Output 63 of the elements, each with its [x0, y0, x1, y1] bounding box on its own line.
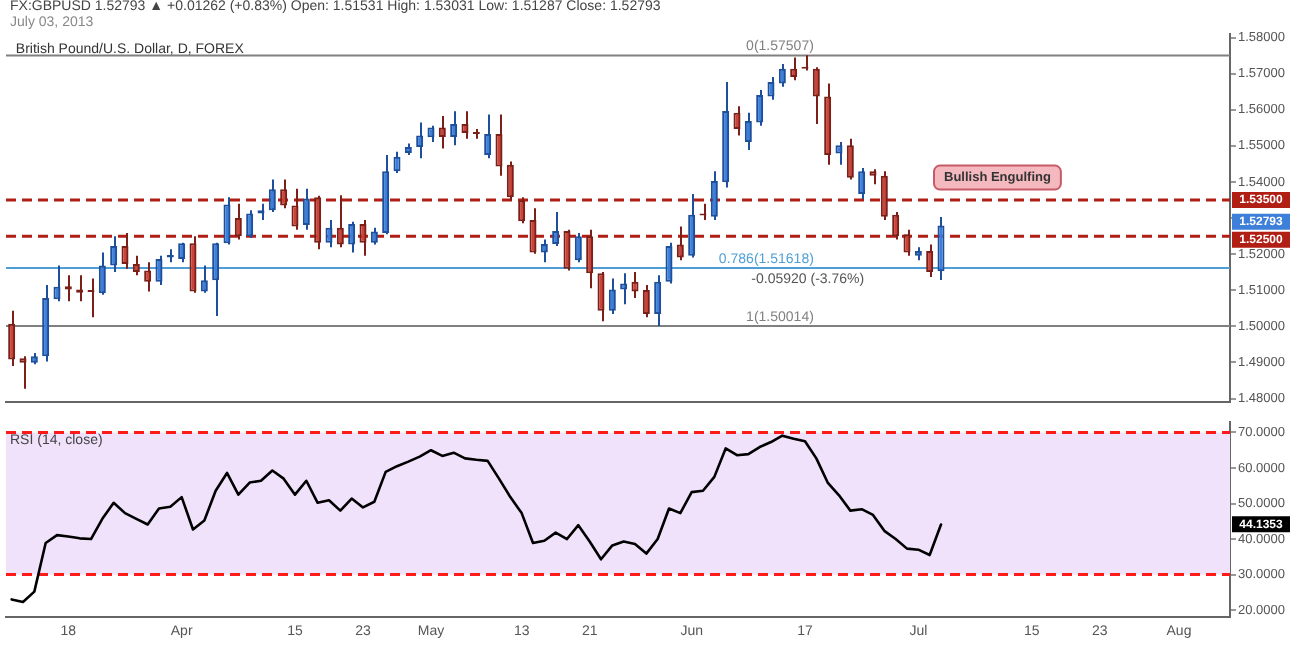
candlestick [200, 264, 208, 294]
candlestick [733, 105, 741, 137]
candlestick [155, 254, 163, 286]
candlestick [574, 231, 582, 264]
candlestick [506, 160, 514, 202]
candlestick [880, 170, 888, 221]
candlestick [438, 114, 446, 150]
candlestick [812, 66, 820, 125]
candlestick [98, 251, 106, 296]
candlestick [302, 187, 310, 231]
candlestick [937, 215, 945, 281]
candlestick [631, 270, 639, 299]
candlestick [450, 110, 458, 147]
candlestick [53, 264, 61, 303]
candlestick [529, 207, 537, 255]
candlestick [835, 140, 843, 166]
candlestick [246, 209, 254, 239]
candlestick [280, 178, 288, 210]
candlestick [767, 75, 775, 101]
candlestick [325, 218, 333, 249]
candlestick [144, 261, 152, 293]
candlestick [688, 192, 696, 259]
candlestick [540, 238, 548, 264]
candlestick [586, 228, 594, 290]
candlestick [665, 241, 673, 285]
candlestick [416, 121, 424, 160]
candlestick [461, 110, 469, 140]
candlestick [132, 254, 140, 277]
candlestick [710, 170, 718, 221]
candlestick [19, 355, 27, 390]
candlestick [676, 225, 684, 262]
candlestick [756, 88, 764, 127]
candlestick [926, 243, 934, 278]
candlestick [620, 272, 628, 306]
candlestick [234, 202, 242, 241]
candlestick [484, 113, 492, 160]
candlestick [563, 228, 571, 272]
candlestick [597, 270, 605, 323]
candlestick [8, 309, 16, 368]
candlestick [858, 166, 866, 200]
candlestick [121, 231, 129, 270]
candlestick [268, 178, 276, 213]
candlestick [892, 210, 900, 241]
candlestick [359, 218, 367, 257]
candlestick [642, 283, 650, 319]
candlestick [790, 56, 798, 82]
candlestick [654, 274, 662, 328]
candlestick [778, 62, 786, 88]
candlestick [495, 113, 503, 177]
candlestick [744, 111, 752, 151]
candlestick [393, 150, 401, 174]
candlestick [110, 235, 118, 273]
candlestick [314, 194, 322, 251]
candlestick [552, 210, 560, 247]
candlestick [291, 187, 299, 231]
candlestick [518, 196, 526, 225]
candlestick [348, 220, 356, 254]
candlestick [212, 241, 220, 317]
candlestick [608, 277, 616, 316]
candlestick [903, 228, 911, 257]
candlestick [336, 194, 344, 249]
candlestick [223, 196, 231, 246]
candlestick [846, 137, 854, 181]
